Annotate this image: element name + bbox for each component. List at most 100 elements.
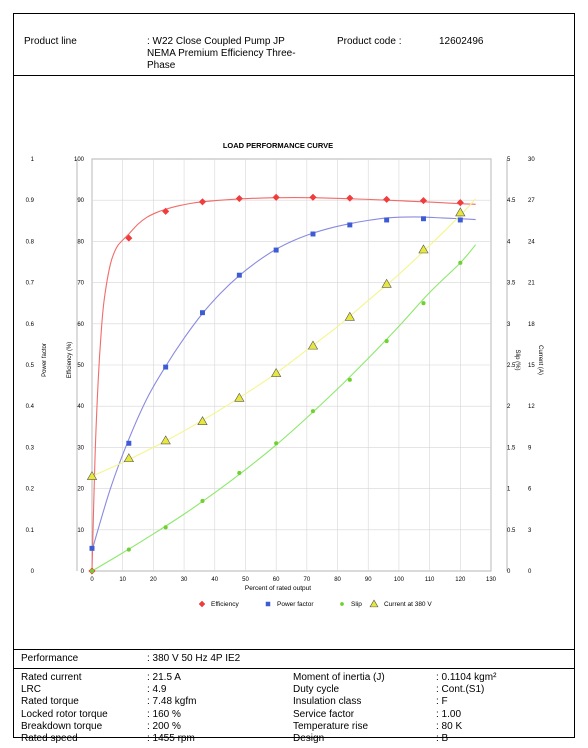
spec-label: Breakdown torque xyxy=(21,720,103,732)
legend-marker-triangle xyxy=(369,599,379,608)
data-point-diamond xyxy=(456,199,464,207)
spec-value: : 4.9 xyxy=(147,684,167,696)
data-point-square xyxy=(163,364,169,370)
data-point-square xyxy=(347,222,353,228)
specs-table: Rated current: 21.5 A LRC: 4.9 Rated torqu… xyxy=(14,669,574,744)
y-tick-label: 0.4 xyxy=(26,404,35,410)
y-tick-label: 9 xyxy=(528,445,532,451)
data-point-diamond xyxy=(272,193,280,201)
y-tick-label: 70 xyxy=(77,281,84,287)
product-line-label: Product line xyxy=(24,36,77,47)
data-point-triangle xyxy=(307,340,319,350)
data-point-triangle xyxy=(344,311,355,321)
specs-right-column: Moment of inertia (J): 0.1104 kgm² Duty c… xyxy=(293,672,573,745)
x-tick-label: 0 xyxy=(90,577,94,583)
legend-marker-circle xyxy=(340,602,344,606)
spec-value: : 7.48 kgfm xyxy=(147,696,197,708)
spec-row: Temperature rise: 80 K xyxy=(293,721,573,733)
y-tick-label: 0.5 xyxy=(26,363,35,369)
data-point-triangle xyxy=(418,244,429,254)
y-tick-label: 24 xyxy=(528,239,535,245)
y-tick-label: 3 xyxy=(507,322,511,328)
data-point-square xyxy=(421,216,426,222)
y-tick-label: 0 xyxy=(31,569,35,575)
y-tick-label: 30 xyxy=(77,445,84,451)
data-point-diamond xyxy=(235,194,243,203)
y-tick-label: 0.8 xyxy=(26,239,35,245)
data-point-square xyxy=(273,247,279,253)
data-point-circle xyxy=(310,409,316,414)
spec-label: LRC xyxy=(21,684,42,696)
specs-left-column: Rated current: 21.5 A LRC: 4.9 Rated torqu… xyxy=(21,672,291,745)
data-point-triangle xyxy=(455,207,466,217)
y-tick-label: 2.5 xyxy=(507,363,516,369)
y-tick-label: 100 xyxy=(74,157,85,163)
x-tick-label: 110 xyxy=(425,577,435,583)
power-factor-axis-label: Power factor xyxy=(42,343,48,377)
data-point-diamond xyxy=(346,194,354,202)
y-tick-label: 0 xyxy=(507,569,511,575)
data-point-square xyxy=(236,272,242,278)
data-point-circle xyxy=(163,525,168,530)
spec-value: : F xyxy=(436,696,448,708)
product-header: Product line : W22 Close Coupled Pump JP… xyxy=(14,14,574,76)
data-point-triangle xyxy=(271,368,282,377)
legend-marker-square xyxy=(265,601,271,607)
x-tick-label: 80 xyxy=(334,577,341,583)
x-tick-label: 20 xyxy=(150,577,157,583)
y-tick-label: 60 xyxy=(77,322,84,328)
data-point-diamond xyxy=(198,198,207,206)
data-point-square xyxy=(310,231,316,237)
y-tick-label: 0.7 xyxy=(26,281,35,287)
data-point-circle xyxy=(237,470,242,475)
data-point-circle xyxy=(347,377,352,382)
y-tick-label: 1 xyxy=(31,157,35,163)
data-point-triangle xyxy=(234,392,245,402)
y-tick-label: 0.9 xyxy=(26,198,35,204)
spec-label: Rated speed xyxy=(21,732,78,744)
x-tick-label: 90 xyxy=(365,577,372,583)
data-point-square xyxy=(126,440,132,446)
legend-label: Current at 380 V xyxy=(384,601,432,608)
legend-label: Efficiency xyxy=(211,601,239,608)
spec-row: Duty cycle: Cont.(S1) xyxy=(293,684,573,696)
data-point-circle xyxy=(421,301,426,306)
y-tick-label: 20 xyxy=(77,487,84,493)
spec-row: LRC : 4.9 xyxy=(21,684,291,696)
x-tick-label: 50 xyxy=(242,577,249,583)
product-line-value-1: : W22 Close Coupled Pump JP xyxy=(147,36,285,47)
data-point-circle xyxy=(384,339,389,344)
data-point-square xyxy=(200,310,205,316)
y-tick-label: 4 xyxy=(507,239,511,245)
spec-label: Temperature rise xyxy=(293,720,369,732)
performance-label: Performance xyxy=(21,653,79,664)
legend-marker-diamond xyxy=(198,600,206,608)
y-tick-label: 15 xyxy=(528,363,535,369)
data-point-diamond xyxy=(382,195,391,204)
data-point-circle xyxy=(126,547,131,552)
x-tick-label: 40 xyxy=(211,577,218,583)
y-tick-label: 0.1 xyxy=(26,528,35,534)
spec-row: Service factor: 1.00 xyxy=(293,709,573,721)
efficiency-axis-label: Efficiency (%) xyxy=(67,342,73,379)
spec-value: : 160 % xyxy=(147,708,181,720)
series-line-triangle xyxy=(91,198,477,477)
product-line-value-3: Phase xyxy=(147,60,176,71)
spec-value: : 200 % xyxy=(147,720,181,732)
series-line-square xyxy=(91,216,476,551)
data-point-square xyxy=(89,545,95,551)
spec-row: Rated torque: 7.48 kgfm xyxy=(21,696,291,708)
data-point-triangle xyxy=(160,435,171,445)
y-tick-label: 2 xyxy=(507,404,511,410)
spec-row: Design: B xyxy=(293,733,573,745)
spec-row: Breakdown torque : 200 % xyxy=(21,721,291,733)
chart-legend: Efficiency Power factor Slip Current at 380… xyxy=(198,599,432,608)
spec-value: : Cont.(S1) xyxy=(436,684,485,696)
performance-row: Performance : 380 V 50 Hz 4P IE2 xyxy=(14,649,574,669)
performance-value: : 380 V 50 Hz 4P IE2 xyxy=(147,653,241,664)
spec-label: Service factor xyxy=(293,708,355,720)
product-code-value: 12602496 xyxy=(439,36,484,47)
y-tick-label: 0 xyxy=(81,569,85,575)
x-axis-label: Percent of rated output xyxy=(245,585,311,592)
data-point-triangle xyxy=(197,416,208,425)
